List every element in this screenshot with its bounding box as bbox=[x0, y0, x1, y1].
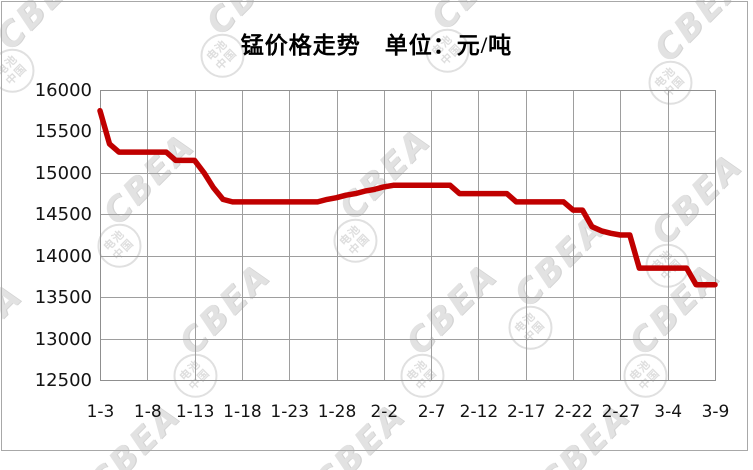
y-axis-tick-label: 15000 bbox=[34, 162, 92, 184]
x-axis-tick-label: 2-12 bbox=[459, 402, 499, 422]
x-axis-tick-label: 2-22 bbox=[554, 402, 593, 422]
plot-border bbox=[100, 90, 716, 381]
y-axis-tick-label: 14000 bbox=[34, 245, 92, 267]
y-axis-tick-label: 13000 bbox=[34, 328, 92, 350]
price-line-chart bbox=[97, 90, 718, 381]
x-axis-tick-label: 1-8 bbox=[133, 402, 162, 422]
y-axis-tick-label: 12500 bbox=[34, 370, 92, 391]
x-axis-tick-label: 3-4 bbox=[654, 402, 683, 422]
chart-title: 锰价格走势 单位：元/吨 bbox=[240, 33, 513, 58]
x-axis-tick-label: 2-2 bbox=[370, 402, 399, 422]
chart-frame bbox=[1, 1, 748, 451]
x-axis-tick-label: 1-13 bbox=[175, 402, 215, 422]
x-axis-tick-label: 1-3 bbox=[86, 402, 115, 422]
x-axis-tick-label: 2-17 bbox=[506, 402, 546, 422]
x-axis-tick-label: 1-23 bbox=[270, 402, 310, 422]
x-axis-tick-label: 2-27 bbox=[601, 402, 641, 422]
y-axis-tick-label: 15500 bbox=[34, 121, 92, 143]
x-axis-tick-label: 3-9 bbox=[701, 402, 730, 422]
price-line bbox=[97, 107, 718, 288]
y-axis-tick-label: 13500 bbox=[34, 287, 92, 309]
y-axis-tick-label: 14500 bbox=[34, 204, 92, 226]
x-axis-tick-label: 2-7 bbox=[417, 402, 446, 422]
x-axis-tick-label: 1-18 bbox=[223, 402, 262, 422]
x-axis-tick-label: 1-28 bbox=[317, 402, 357, 422]
y-axis-tick-label: 16000 bbox=[34, 80, 92, 101]
